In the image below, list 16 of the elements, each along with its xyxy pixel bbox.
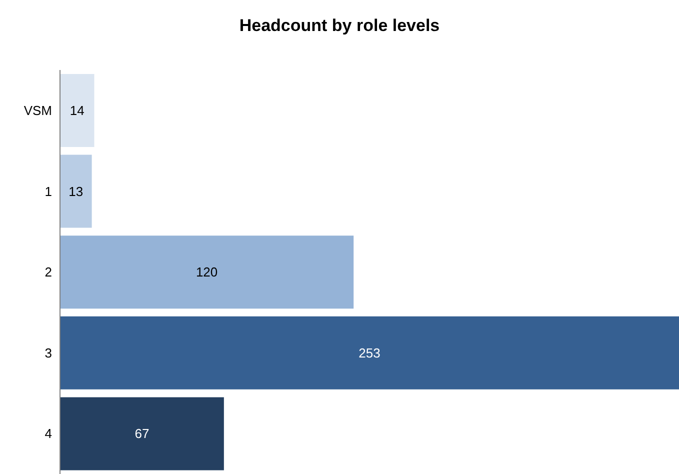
y-tick-label: 3 xyxy=(44,345,52,360)
y-tick-label: 1 xyxy=(44,184,52,199)
data-label: 120 xyxy=(196,264,218,280)
chart-title: Headcount by role levels xyxy=(238,16,441,36)
bar xyxy=(60,236,354,309)
y-tick-label: VSM xyxy=(24,103,52,118)
y-tick-label: 2 xyxy=(44,264,52,280)
y-tick-label: 4 xyxy=(44,426,52,442)
bar xyxy=(60,154,92,228)
bar xyxy=(60,316,679,390)
bar xyxy=(60,74,94,147)
data-label: 13 xyxy=(68,184,84,199)
data-label: 253 xyxy=(358,345,380,360)
data-label: 14 xyxy=(70,103,84,118)
bar xyxy=(60,397,224,470)
data-label: 67 xyxy=(134,426,150,442)
